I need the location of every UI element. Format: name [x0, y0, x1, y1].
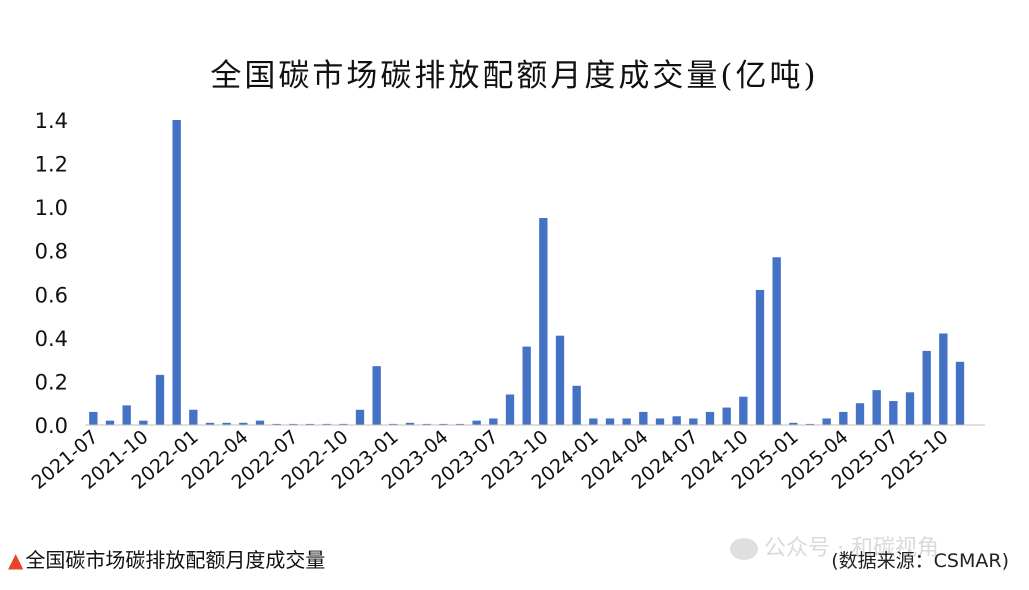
- bar: [105, 420, 115, 425]
- bar: [505, 394, 515, 425]
- bar: [422, 423, 431, 425]
- y-tick-label: 0.4: [35, 327, 68, 351]
- watermark-text: 公众号 · 和碳视角: [764, 536, 939, 561]
- bar: [355, 409, 365, 425]
- bar: [872, 390, 881, 425]
- bar: [389, 423, 398, 425]
- bar-chart: 0.00.20.40.60.81.01.21.42021-072021-1020…: [28, 109, 985, 494]
- bar: [622, 418, 631, 425]
- bar: [739, 396, 748, 425]
- bar: [289, 423, 298, 425]
- bar: [939, 333, 948, 425]
- y-tick-label: 1.0: [35, 196, 68, 220]
- bar: [722, 407, 731, 425]
- bar: [839, 411, 848, 425]
- bar: [189, 409, 198, 425]
- bar: [905, 392, 915, 425]
- bar: [755, 289, 765, 425]
- bar: [305, 423, 315, 425]
- bar: [372, 366, 381, 425]
- bar: [439, 423, 448, 425]
- bar: [455, 423, 465, 425]
- watermark: 公众号 · 和碳视角: [730, 530, 939, 562]
- bar: [322, 423, 331, 425]
- y-tick-label: 1.4: [35, 109, 68, 133]
- bar: [589, 418, 598, 425]
- bar: [855, 403, 865, 425]
- bar: [822, 418, 831, 425]
- bar: [555, 335, 565, 425]
- bar: [689, 418, 698, 425]
- y-tick-label: 1.2: [35, 153, 68, 177]
- bar: [489, 418, 498, 425]
- wechat-icon: [730, 538, 758, 560]
- bar: [672, 416, 681, 425]
- bar: [222, 422, 231, 425]
- data-source: (数据来源：CSMAR): [831, 550, 1009, 572]
- bar: [172, 120, 181, 425]
- bar: [139, 420, 148, 425]
- bar: [789, 422, 798, 425]
- bar: [239, 422, 248, 425]
- bar: [639, 411, 648, 425]
- y-tick-label: 0.8: [35, 240, 68, 264]
- bar: [655, 418, 665, 425]
- bar: [572, 385, 581, 425]
- bar: [122, 405, 131, 425]
- caption-text: 全国碳市场碳排放配额月度成交量: [25, 548, 326, 572]
- figure-caption: ▲ 全国碳市场碳排放配额月度成交量: [8, 544, 325, 573]
- y-tick-label: 0.6: [35, 283, 68, 307]
- y-tick-label: 0.0: [35, 414, 68, 438]
- bar: [255, 420, 265, 425]
- bar: [339, 423, 348, 425]
- bar: [472, 420, 481, 425]
- bar: [272, 423, 281, 425]
- bar: [89, 411, 98, 425]
- triangle-marker-icon: ▲: [8, 548, 24, 572]
- chart-title: 全国碳市场碳排放配额月度成交量(亿吨): [210, 58, 819, 94]
- bar: [605, 418, 615, 425]
- bar: [772, 257, 781, 425]
- bar: [955, 361, 965, 425]
- bar: [205, 422, 215, 425]
- bar: [805, 423, 815, 425]
- bar: [155, 374, 165, 425]
- bar: [522, 346, 531, 425]
- bar: [889, 401, 898, 425]
- bar: [405, 422, 415, 425]
- bar: [922, 350, 931, 425]
- bar: [705, 411, 715, 425]
- bar: [539, 218, 548, 425]
- y-tick-label: 0.2: [35, 370, 68, 394]
